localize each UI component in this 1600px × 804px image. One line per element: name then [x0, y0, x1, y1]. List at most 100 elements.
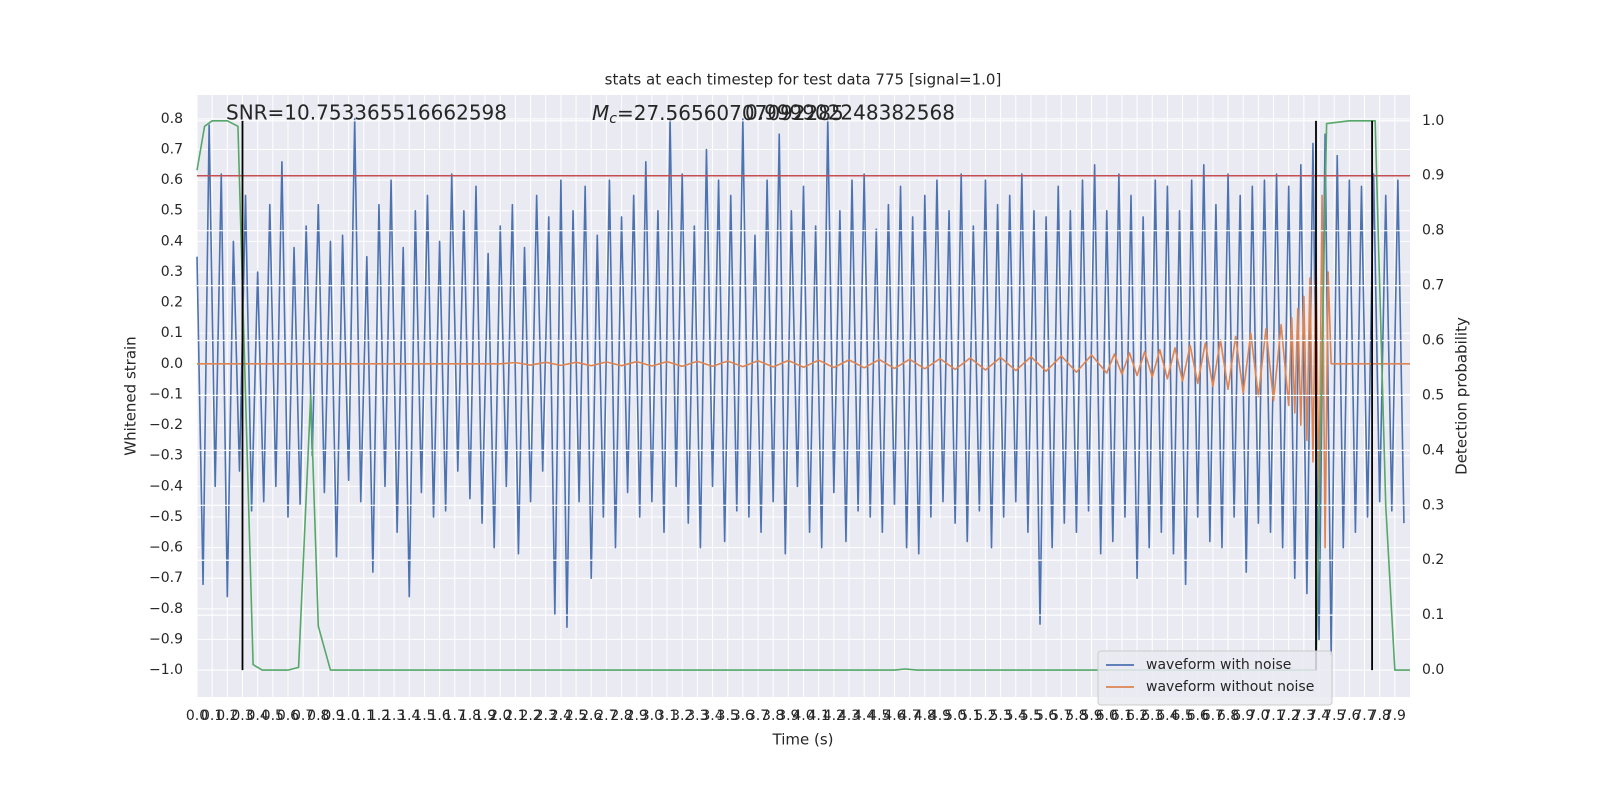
x-tick-label: 7.1: [1262, 708, 1284, 724]
y-tick-label: 0.1: [161, 325, 183, 341]
x-tick-label: 6.0: [1096, 708, 1118, 724]
x-tick-label: 3.7: [747, 708, 769, 724]
x-tick-label: 3.6: [732, 708, 754, 724]
annotation-symbol: M: [592, 101, 609, 125]
x-tick-label: 6.5: [1171, 708, 1193, 724]
x-tick-label: 5.9: [1080, 708, 1102, 724]
annotation-subscript: c: [609, 111, 617, 127]
x-axis-label: Time (s): [772, 731, 834, 749]
x-tick-label: 6.1: [1111, 708, 1133, 724]
y-tick-label: −0.4: [149, 478, 183, 494]
legend-box: [1097, 650, 1333, 706]
y2-tick-label: 0.3: [1422, 497, 1444, 513]
annotation: 0.999902248382568: [745, 101, 955, 125]
data-line: [196, 120, 1410, 671]
x-tick-label: 1.9: [474, 708, 496, 724]
x-tick-label: 3.8: [762, 708, 784, 724]
x-tick-label: 0.2: [216, 708, 238, 724]
y2-tick-label: 0.9: [1422, 168, 1444, 184]
x-tick-label: 2.3: [535, 708, 557, 724]
x-tick-label: 7.8: [1369, 708, 1391, 724]
x-tick-label: 1.7: [444, 708, 466, 724]
x-tick-label: 3.9: [777, 708, 799, 724]
x-tick-label: 4.0: [792, 708, 814, 724]
x-tick-label: 1.4: [398, 708, 420, 724]
x-tick-label: 6.8: [1217, 708, 1239, 724]
y-tick-label: 0.4: [161, 233, 183, 249]
x-tick-label: 7.7: [1353, 708, 1375, 724]
y2-tick-label: 0.7: [1422, 278, 1444, 294]
y-axis-label: Whitened strain: [122, 336, 140, 455]
x-tick-label: 5.2: [974, 708, 996, 724]
y2-tick-label: 0.0: [1422, 662, 1444, 678]
x-tick-label: 4.3: [838, 708, 860, 724]
x-tick-label: 4.9: [929, 708, 951, 724]
x-tick-label: 0.4: [247, 708, 269, 724]
x-tick-label: 6.2: [1126, 708, 1148, 724]
x-tick-label: 6.3: [1141, 708, 1163, 724]
x-tick-label: 7.2: [1278, 708, 1300, 724]
x-tick-label: 5.0: [944, 708, 966, 724]
x-tick-label: 7.6: [1338, 708, 1360, 724]
annotation-value: =27.56560707092285: [617, 101, 844, 125]
y-tick-label: 0.2: [161, 295, 183, 311]
y-tick-label: −0.2: [149, 417, 183, 433]
x-tick-label: 2.7: [595, 708, 617, 724]
x-tick-label: 1.8: [459, 708, 481, 724]
x-tick-label: 4.2: [823, 708, 845, 724]
y-tick-label: −0.5: [149, 509, 183, 525]
x-tick-label: 2.1: [504, 708, 526, 724]
annotation: SNR=10.753365516662598: [226, 101, 507, 125]
x-tick-label: 5.8: [1065, 708, 1087, 724]
y-tick-label: −0.9: [149, 631, 183, 647]
x-tick-label: 0.0: [186, 708, 208, 724]
y-tick-label: 0.0: [161, 356, 183, 372]
x-tick-label: 5.5: [1020, 708, 1042, 724]
y2-tick-label: 0.4: [1422, 442, 1444, 458]
y-tick-label: −0.8: [149, 601, 183, 617]
y2-axis-label: Detection probability: [1453, 317, 1471, 475]
y-tick-label: −0.1: [149, 386, 183, 402]
x-tick-label: 5.6: [1035, 708, 1057, 724]
x-tick-label: 6.7: [1202, 708, 1224, 724]
y2-tick-label: 0.5: [1422, 387, 1444, 403]
x-tick-label: 6.4: [1156, 708, 1178, 724]
x-tick-label: 5.4: [1005, 708, 1027, 724]
legend-label: waveform with noise: [1146, 657, 1291, 673]
x-tick-label: 0.1: [201, 708, 223, 724]
x-tick-label: 5.7: [1050, 708, 1072, 724]
x-tick-label: 7.5: [1323, 708, 1345, 724]
x-tick-label: 2.0: [489, 708, 511, 724]
x-tick-label: 5.3: [989, 708, 1011, 724]
y-tick-label: 0.5: [161, 203, 183, 219]
x-tick-label: 1.2: [368, 708, 390, 724]
x-tick-label: 3.3: [686, 708, 708, 724]
x-tick-label: 1.1: [353, 708, 375, 724]
y-tick-label: −0.3: [149, 448, 183, 464]
x-tick-label: 3.2: [671, 708, 693, 724]
y2-tick-label: 0.6: [1422, 333, 1444, 349]
x-tick-label: 1.6: [428, 708, 450, 724]
x-tick-label: 4.8: [914, 708, 936, 724]
x-tick-label: 4.5: [868, 708, 890, 724]
y-tick-label: −0.7: [149, 570, 183, 586]
x-tick-label: 0.8: [307, 708, 329, 724]
y-tick-label: 0.7: [161, 142, 183, 158]
x-tick-label: 3.0: [641, 708, 663, 724]
x-tick-label: 4.7: [899, 708, 921, 724]
y-tick-label: 0.8: [161, 111, 183, 127]
y-tick-label: −1.0: [149, 662, 183, 678]
x-tick-label: 1.3: [383, 708, 405, 724]
x-tick-label: 3.1: [656, 708, 678, 724]
data-line: [196, 118, 1405, 656]
x-tick-label: 0.3: [231, 708, 253, 724]
data-line: [197, 194, 1410, 549]
x-tick-label: 3.5: [717, 708, 739, 724]
x-tick-label: 1.0: [337, 708, 359, 724]
x-tick-label: 6.6: [1187, 708, 1209, 724]
annotation: Mc=27.56560707092285: [592, 101, 844, 128]
y-tick-label: 0.3: [161, 264, 183, 280]
y-tick-label: −0.6: [149, 540, 183, 556]
x-tick-label: 2.5: [565, 708, 587, 724]
